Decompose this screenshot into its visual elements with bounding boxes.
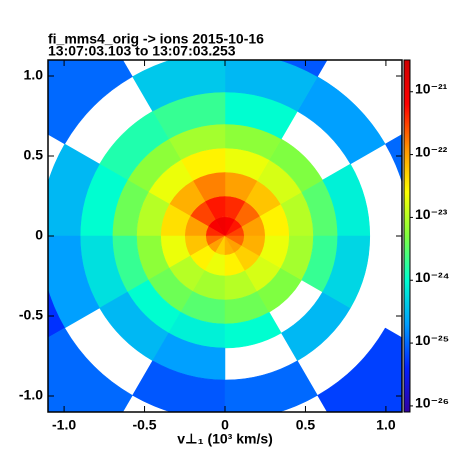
x-tick-label: 0	[221, 417, 229, 433]
colorbar-tick-label: 10⁻²¹	[415, 80, 448, 96]
heatmap-cell	[48, 235, 100, 329]
x-tick-label: -1.0	[52, 417, 76, 433]
heatmap-cell	[48, 288, 66, 338]
heatmap-cell	[224, 311, 282, 349]
heatmap-cell	[278, 60, 328, 77]
heatmap-cell	[132, 60, 226, 112]
chart-subtitle: 13:07:03.103 to 13:07:03.253	[48, 43, 236, 59]
heatmap-cell	[48, 60, 133, 145]
x-tick-label: -0.5	[132, 417, 156, 433]
heatmap-cell	[384, 134, 402, 184]
heatmap-cell	[317, 327, 402, 412]
colorbar-tick-label: 10⁻²⁶	[415, 395, 449, 411]
y-tick-label: -0.5	[19, 307, 43, 323]
colorbar-tick-label: 10⁻²⁵	[415, 332, 449, 348]
y-tick-label: -1.0	[19, 387, 43, 403]
heatmap-cell	[48, 327, 133, 412]
y-tick-label: 0	[35, 227, 43, 243]
heatmap-cell	[297, 76, 386, 165]
colorbar	[403, 59, 411, 413]
colorbar-tick-label: 10⁻²²	[415, 143, 448, 159]
heatmap-cell	[322, 163, 371, 237]
heatmap-cell	[224, 360, 318, 412]
colorbar-tick-label: 10⁻²⁴	[415, 269, 450, 285]
x-axis-label: v⊥₁ (10³ km/s)	[177, 431, 273, 447]
y-tick-label: 0.5	[24, 147, 44, 163]
heatmap-cell	[322, 235, 371, 309]
chart-title: fi_mms4_orig -> ions 2015-10-16	[48, 31, 264, 47]
y-tick-label: 1.0	[24, 67, 44, 83]
x-tick-label: 0.5	[296, 417, 316, 433]
x-tick-label: 1.0	[376, 417, 396, 433]
colorbar-tick-label: 10⁻²³	[415, 206, 448, 222]
